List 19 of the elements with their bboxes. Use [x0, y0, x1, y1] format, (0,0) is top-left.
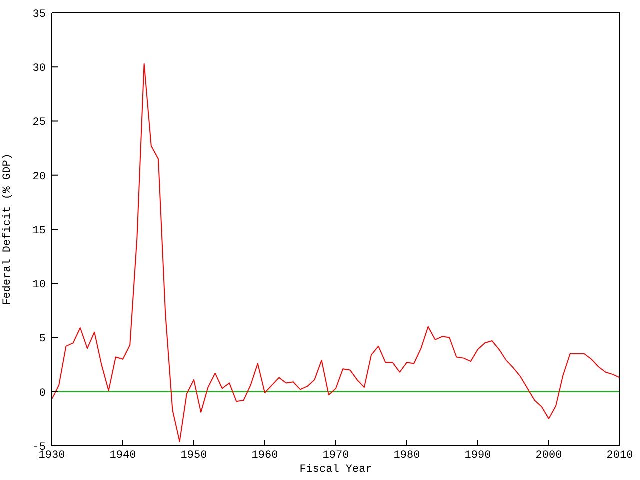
y-tick-label: 30	[32, 63, 46, 76]
y-tick-label: 15	[32, 225, 46, 238]
x-axis-title: Fiscal Year	[300, 464, 372, 476]
y-tick-label: 25	[32, 117, 46, 130]
y-tick-label: 10	[32, 280, 46, 292]
x-tick-label: 2000	[536, 450, 562, 462]
x-tick-label: 1990	[464, 450, 492, 462]
x-tick-label: 1940	[110, 450, 136, 462]
y-tick-label: 0	[39, 388, 46, 400]
line-series	[52, 63, 620, 442]
y-tick-label: 5	[39, 334, 46, 346]
y-axis-title: Federal Deficit (% GDP)	[2, 154, 14, 306]
x-tick-label: 1950	[180, 450, 208, 462]
x-tick-label: 2010	[606, 450, 634, 462]
x-tick-label: 1980	[394, 450, 420, 462]
y-tick-label: 20	[32, 171, 46, 184]
x-tick-label: 1970	[322, 450, 350, 462]
y-tick-label: 35	[32, 8, 46, 21]
x-tick-label: 1960	[252, 450, 278, 462]
